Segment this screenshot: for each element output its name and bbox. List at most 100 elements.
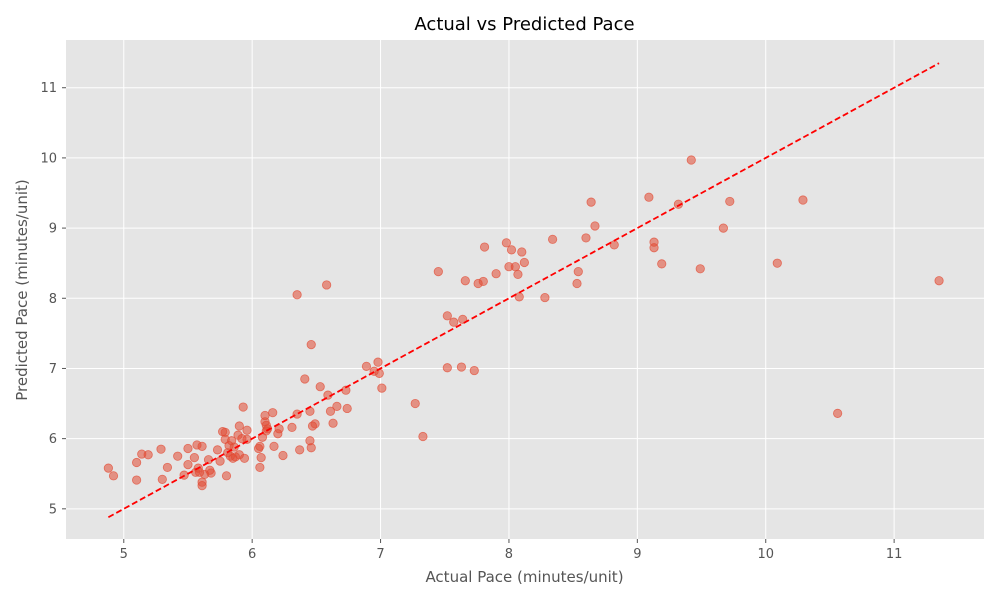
- data-point: [300, 374, 310, 384]
- data-point: [649, 243, 659, 253]
- x-axis-ticks: 5 6 7 8 9 10 11: [120, 539, 903, 562]
- data-point: [143, 450, 153, 460]
- x-tick-label: 5: [120, 547, 128, 562]
- data-point: [548, 234, 558, 244]
- y-tick-label: 6: [49, 432, 57, 447]
- data-point: [103, 463, 113, 473]
- data-point: [695, 264, 705, 274]
- y-axis-label: Predicted Pace (minutes/unit): [13, 179, 31, 401]
- data-point: [157, 474, 167, 484]
- data-point: [215, 456, 225, 466]
- data-point: [469, 365, 479, 376]
- data-point: [132, 457, 142, 468]
- data-point: [377, 383, 387, 393]
- data-point: [197, 481, 207, 491]
- data-point: [212, 445, 223, 455]
- data-point: [238, 402, 248, 412]
- data-point: [162, 462, 173, 473]
- x-tick-label: 10: [757, 547, 774, 562]
- reference-line: [107, 62, 940, 519]
- data-point: [292, 290, 302, 300]
- data-point: [220, 427, 230, 437]
- data-point: [725, 196, 735, 207]
- data-point: [442, 363, 452, 373]
- data-point: [242, 425, 252, 435]
- y-tick-label: 8: [49, 292, 57, 307]
- data-point: [278, 450, 288, 461]
- data-point: [581, 233, 591, 243]
- data-point: [325, 406, 336, 416]
- data-point: [934, 276, 944, 286]
- data-points: [103, 155, 944, 491]
- data-point: [173, 451, 183, 461]
- chart-title: Actual vs Predicted Pace: [414, 14, 634, 35]
- data-point: [460, 276, 470, 286]
- x-tick-label: 8: [505, 547, 513, 562]
- data-point: [478, 276, 488, 287]
- data-point: [342, 403, 352, 414]
- grid-lines: [66, 40, 984, 539]
- data-point: [514, 292, 524, 302]
- y-tick-label: 10: [40, 151, 57, 166]
- data-point: [256, 452, 266, 463]
- data-point: [197, 441, 207, 451]
- data-point: [410, 398, 420, 409]
- y-tick-label: 11: [40, 81, 57, 96]
- data-point: [268, 408, 278, 418]
- data-point: [183, 443, 193, 454]
- x-tick-label: 11: [886, 547, 903, 562]
- data-point: [479, 242, 490, 252]
- data-point: [269, 441, 279, 451]
- data-point: [510, 262, 520, 272]
- y-tick-label: 7: [49, 362, 57, 377]
- data-point: [718, 223, 728, 233]
- data-point: [540, 292, 550, 303]
- data-point: [772, 258, 782, 268]
- data-point: [239, 453, 250, 463]
- data-point: [306, 339, 316, 350]
- data-point: [433, 267, 443, 277]
- data-point: [361, 361, 372, 371]
- x-tick-label: 9: [633, 547, 641, 562]
- x-axis-label: Actual Pace (minutes/unit): [425, 568, 623, 586]
- data-point: [292, 409, 302, 419]
- data-point: [295, 445, 305, 455]
- data-point: [255, 441, 265, 451]
- data-point: [673, 199, 684, 209]
- data-point: [456, 362, 467, 372]
- data-point: [315, 382, 325, 392]
- data-point: [572, 278, 582, 289]
- data-point: [501, 238, 511, 248]
- data-point: [686, 155, 696, 165]
- data-point: [798, 195, 808, 205]
- data-point: [374, 368, 384, 378]
- data-point: [234, 421, 244, 431]
- data-point: [442, 311, 452, 321]
- data-point: [586, 197, 596, 207]
- data-point: [108, 471, 119, 481]
- data-point: [322, 280, 332, 290]
- x-tick-label: 6: [248, 547, 256, 562]
- data-point: [506, 245, 517, 255]
- data-point: [418, 431, 428, 442]
- data-point: [513, 269, 523, 280]
- data-point: [221, 471, 232, 481]
- data-point: [332, 401, 342, 411]
- data-point: [833, 408, 843, 418]
- data-point: [491, 269, 501, 279]
- data-point: [573, 267, 583, 277]
- x-tick-label: 7: [376, 547, 384, 562]
- data-point: [255, 462, 265, 473]
- data-point: [287, 422, 297, 433]
- y-tick-label: 9: [49, 222, 57, 237]
- y-tick-label: 5: [49, 502, 57, 517]
- data-point: [206, 468, 216, 478]
- data-point: [609, 240, 619, 250]
- y-axis-ticks: 5 6 7 8 9 10 11: [40, 81, 66, 517]
- data-point: [644, 192, 654, 202]
- data-point: [519, 257, 529, 268]
- data-point: [657, 259, 667, 269]
- data-point: [183, 460, 193, 470]
- data-point: [328, 418, 338, 428]
